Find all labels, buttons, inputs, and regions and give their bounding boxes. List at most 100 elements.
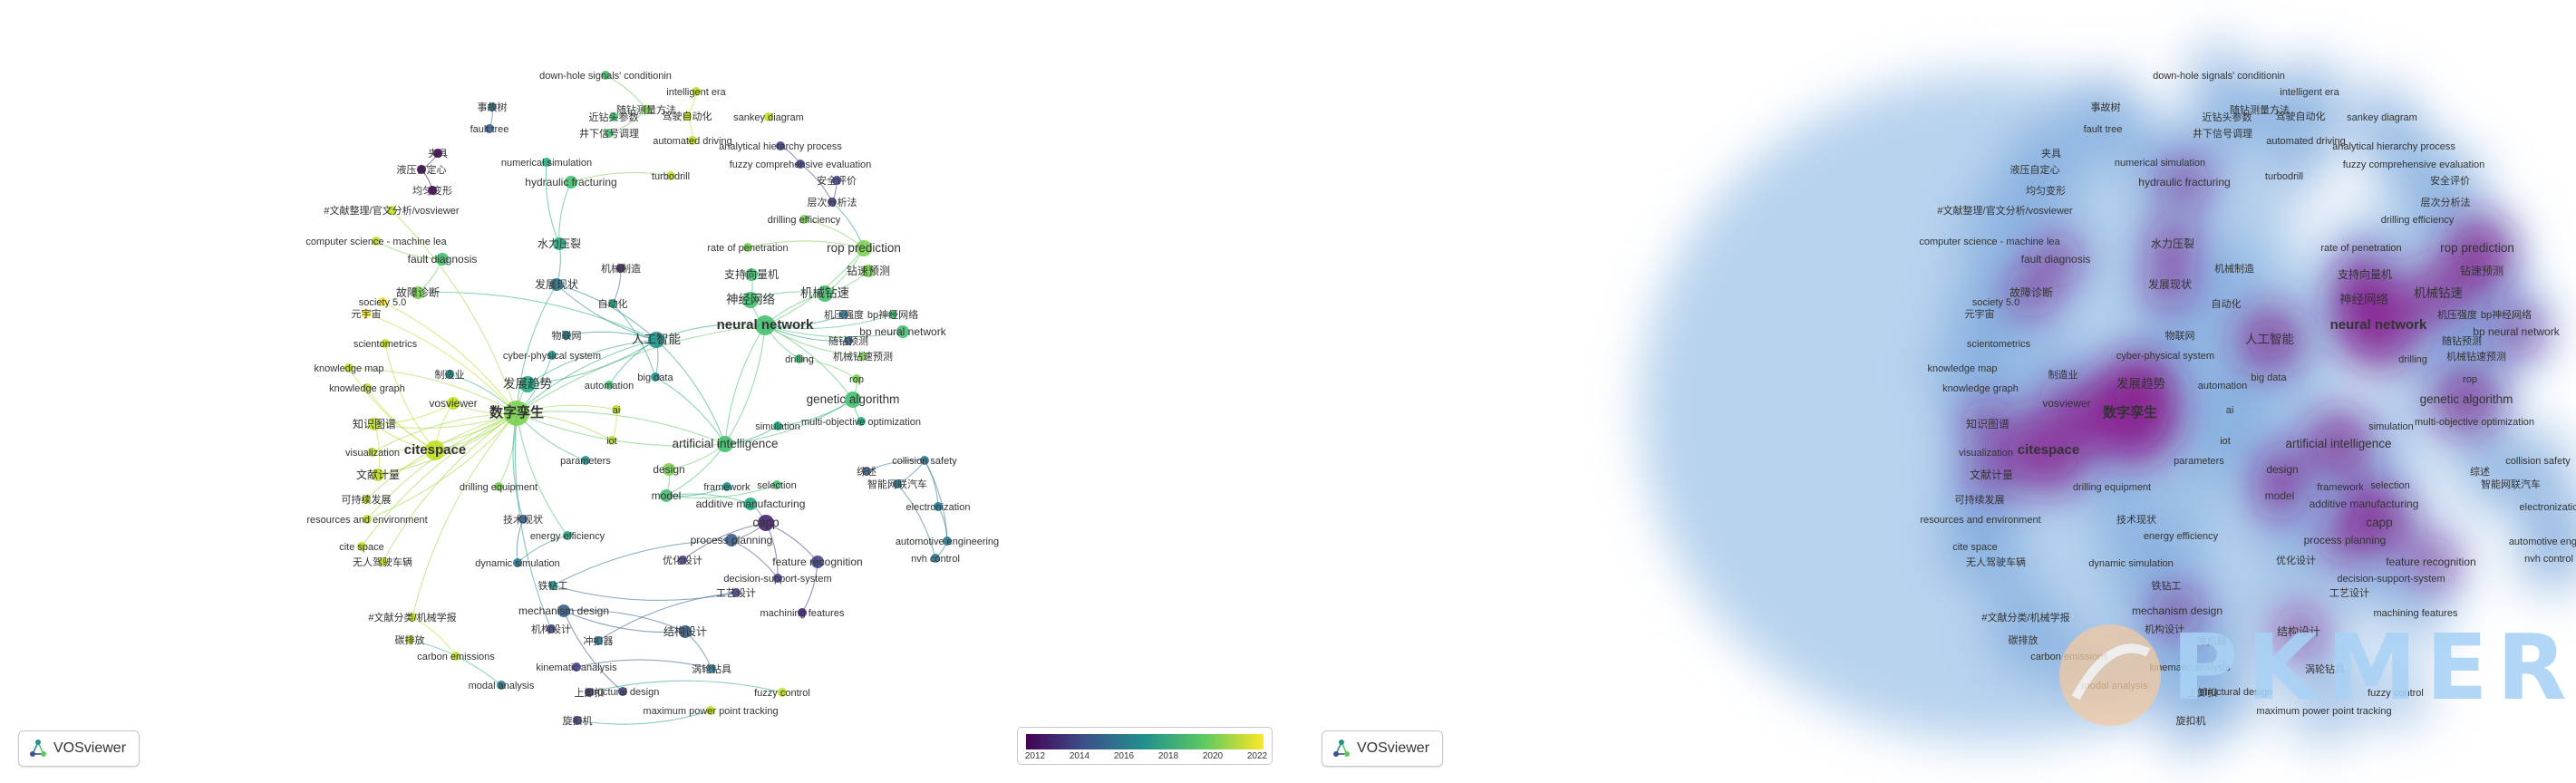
keyword-node[interactable] — [368, 418, 381, 430]
density-keyword-label[interactable]: artificial intelligence — [2285, 437, 2391, 450]
keyword-node[interactable] — [563, 531, 572, 540]
keyword-label[interactable]: 支持向量机 — [724, 267, 779, 281]
density-keyword-label[interactable]: 井下信号调理 — [2193, 127, 2252, 140]
keyword-label[interactable]: feature recognition — [772, 556, 862, 568]
density-keyword-label[interactable]: 机械钻速预测 — [2446, 350, 2506, 362]
density-keyword-label[interactable]: 随钻预测 — [2442, 334, 2482, 347]
keyword-label[interactable]: 涡轮钻具 — [692, 662, 731, 675]
keyword-node[interactable] — [504, 401, 529, 426]
keyword-label[interactable]: 碳排放 — [395, 633, 425, 646]
keyword-node[interactable] — [888, 310, 897, 319]
density-keyword-label[interactable]: 上卸扣 — [2188, 686, 2218, 699]
density-keyword-label[interactable]: iot — [2220, 436, 2231, 447]
keyword-label[interactable]: 冲扣器 — [584, 634, 614, 647]
keyword-node[interactable] — [378, 557, 387, 566]
density-keyword-label[interactable]: design — [2266, 463, 2298, 476]
keyword-label[interactable]: 数字孪生 — [489, 404, 544, 420]
keyword-node[interactable] — [852, 374, 861, 383]
density-keyword-label[interactable]: 结构设计 — [2277, 624, 2320, 638]
density-keyword-label[interactable]: 优化设计 — [2276, 554, 2316, 566]
density-keyword-label[interactable]: energy efficiency — [2144, 531, 2219, 542]
keyword-label[interactable]: bp neural network — [859, 325, 946, 338]
density-keyword-label[interactable]: dynamic simulation — [2088, 558, 2174, 569]
density-keyword-label[interactable]: 发展现状 — [2148, 277, 2192, 291]
keyword-node[interactable] — [731, 588, 741, 597]
keyword-label[interactable]: drilling equipment — [460, 482, 537, 493]
keyword-node[interactable] — [755, 315, 775, 335]
keyword-label[interactable]: 液压自定心 — [397, 163, 447, 176]
density-keyword-label[interactable]: nvh control — [2524, 554, 2573, 565]
keyword-label[interactable]: 智能网联汽车 — [867, 478, 927, 490]
density-keyword-label[interactable]: 支持向量机 — [2338, 267, 2392, 281]
keyword-label[interactable]: 机构设计 — [531, 623, 571, 635]
keyword-node[interactable] — [607, 436, 616, 445]
keyword-label[interactable]: cite space — [339, 542, 384, 553]
keyword-label[interactable]: rate of penetration — [707, 243, 788, 254]
keyword-label[interactable]: kinematic analysis — [536, 662, 617, 673]
keyword-label[interactable]: 机械钻速 — [800, 286, 849, 300]
keyword-label[interactable]: 发展趋势 — [503, 377, 552, 391]
keyword-label[interactable]: drilling — [785, 354, 814, 365]
keyword-node[interactable] — [893, 479, 902, 488]
keyword-label[interactable]: hydraulic fracturing — [525, 176, 616, 188]
density-keyword-label[interactable]: computer science - machine lea — [1919, 237, 2060, 247]
keyword-label[interactable]: framework — [703, 482, 751, 493]
density-keyword-label[interactable]: fault diagnosis — [2021, 253, 2091, 266]
density-keyword-label[interactable]: cite space — [1952, 542, 1998, 553]
density-keyword-label[interactable]: rate of penetration — [2320, 243, 2401, 254]
density-keyword-label[interactable]: parameters — [2174, 456, 2224, 467]
keyword-node[interactable] — [451, 652, 460, 661]
keyword-node[interactable] — [405, 635, 414, 644]
keyword-label[interactable]: 神经网络 — [726, 293, 775, 306]
density-keyword-label[interactable]: 碳排放 — [2009, 633, 2039, 646]
density-keyword-label[interactable]: drilling efficiency — [2381, 215, 2455, 226]
keyword-node[interactable] — [931, 554, 940, 563]
keyword-node[interactable] — [772, 480, 781, 489]
density-keyword-label[interactable]: multi-objective optimization — [2415, 417, 2534, 428]
keyword-node[interactable] — [683, 111, 692, 121]
density-keyword-label[interactable]: 故障诊断 — [2009, 285, 2053, 299]
density-keyword-label[interactable]: citespace — [2018, 442, 2079, 458]
density-keyword-label[interactable]: 铁钻工 — [2152, 579, 2182, 592]
density-keyword-label[interactable]: 机压强度 — [2437, 308, 2477, 321]
density-keyword-label[interactable]: fuzzy control — [2368, 688, 2424, 699]
keyword-node[interactable] — [862, 467, 871, 476]
keyword-label[interactable]: 事故树 — [478, 101, 508, 113]
density-keyword-label[interactable]: 知识图谱 — [1966, 418, 2009, 430]
density-keyword-label[interactable]: 安全评价 — [2430, 174, 2470, 187]
keyword-label[interactable]: 上卸扣 — [575, 686, 605, 699]
keyword-label[interactable]: parameters — [560, 456, 611, 467]
density-keyword-label[interactable]: visualization — [1959, 448, 2013, 459]
density-keyword-label[interactable]: 制造业 — [2048, 368, 2078, 381]
density-keyword-label[interactable]: 工艺设计 — [2329, 587, 2369, 599]
density-keyword-label[interactable]: numerical simulation — [2115, 158, 2205, 169]
keyword-label[interactable]: #文献整理/官文分析/vosviewer — [324, 204, 459, 217]
density-keyword-label[interactable]: down-hole signals' conditionin — [2153, 71, 2285, 82]
keyword-label[interactable]: artificial intelligence — [672, 437, 778, 450]
keyword-node[interactable] — [778, 688, 787, 697]
density-keyword-label[interactable]: bp neural network — [2473, 325, 2560, 338]
keyword-node[interactable] — [745, 268, 758, 281]
density-keyword-label[interactable]: 旋扣机 — [2176, 714, 2206, 727]
keyword-node[interactable] — [743, 243, 752, 252]
density-keyword-label[interactable]: capp — [2366, 516, 2392, 529]
keyword-node[interactable] — [497, 681, 506, 690]
keyword-node[interactable] — [934, 502, 943, 511]
keyword-label[interactable]: fuzzy comprehensive evaluation — [730, 160, 872, 170]
density-keyword-label[interactable]: vosviewer — [2042, 397, 2090, 410]
keyword-label[interactable]: 安全评价 — [817, 174, 857, 187]
keyword-node[interactable] — [573, 716, 582, 725]
density-keyword-label[interactable]: ai — [2226, 405, 2234, 416]
keyword-label[interactable]: fault tree — [470, 124, 509, 135]
keyword-label[interactable]: automation — [585, 381, 634, 392]
keyword-label[interactable]: process planning — [691, 534, 773, 546]
keyword-node[interactable] — [368, 448, 377, 457]
density-keyword-label[interactable]: kinematic analysis — [2149, 662, 2231, 673]
density-keyword-label[interactable]: mechanism design — [2132, 604, 2223, 617]
density-keyword-label[interactable]: 综述 — [2470, 465, 2490, 478]
keyword-node[interactable] — [585, 688, 594, 697]
density-keyword-label[interactable]: cyber-physical system — [2116, 351, 2214, 362]
density-keyword-label[interactable]: 冲扣器 — [2197, 634, 2227, 647]
keyword-label[interactable]: rop — [849, 374, 864, 385]
keyword-label[interactable]: machining features — [760, 608, 845, 619]
